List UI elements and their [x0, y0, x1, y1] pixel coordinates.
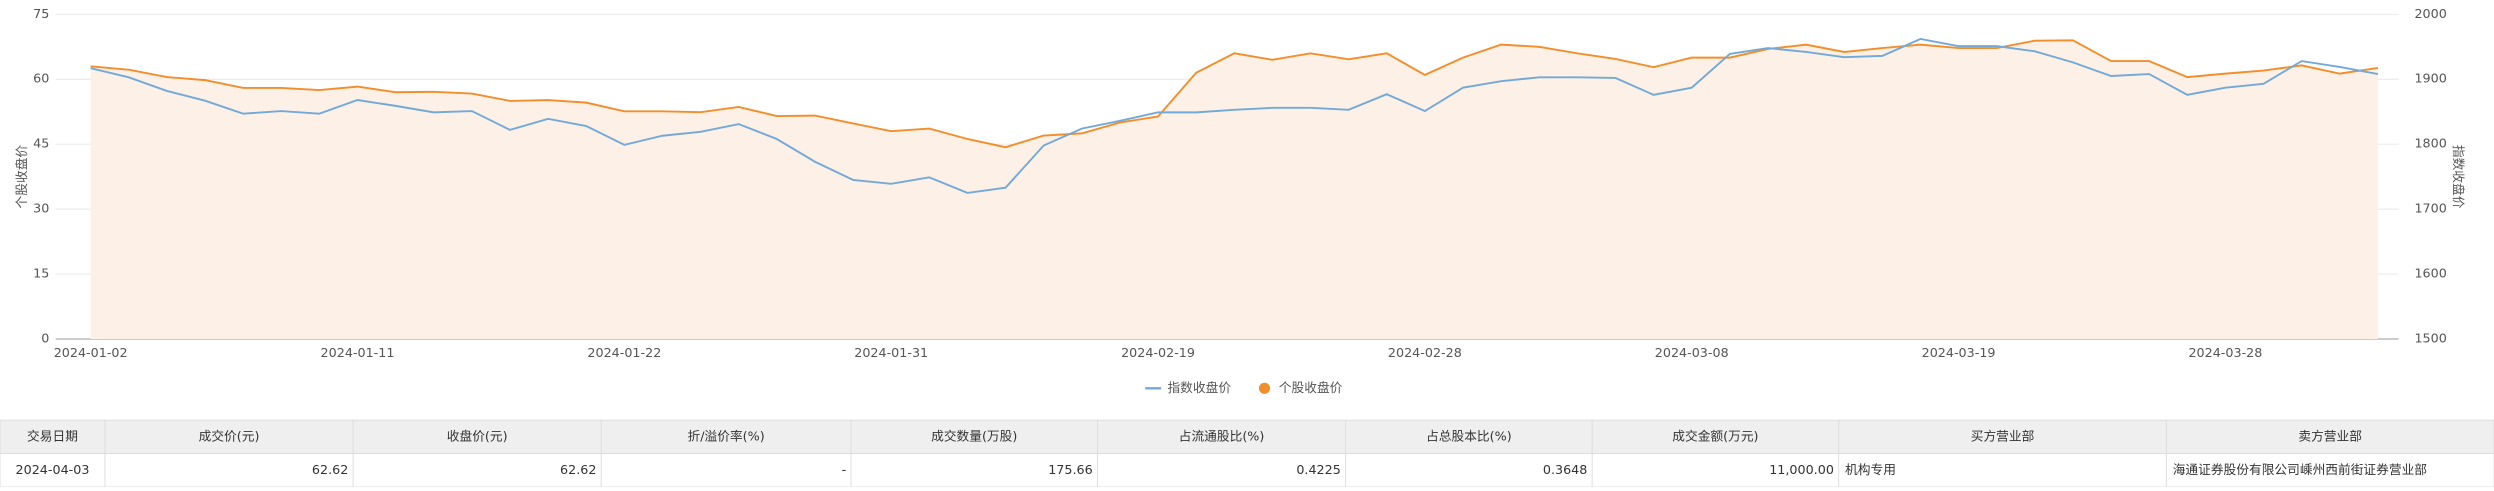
- table-cell: 机构专用: [1845, 462, 1896, 477]
- y-tick-label: 60: [33, 71, 49, 86]
- y-tick-label: 15: [33, 266, 49, 281]
- table-cell: -: [842, 462, 847, 477]
- y-axis-title: 个股收盘价: [14, 145, 29, 209]
- table-cell: 海通证券股份有限公司嵊州西前街证券营业部: [2173, 462, 2428, 477]
- x-tick-label: 2024-01-22: [587, 345, 661, 360]
- table-cell: 62.62: [560, 462, 596, 477]
- table-header-cell: 成交数量(万股): [931, 428, 1017, 443]
- x-tick-label: 2024-02-28: [1388, 345, 1462, 360]
- table-cell: 0.4225: [1296, 462, 1341, 477]
- y-tick-label: 30: [33, 201, 49, 216]
- y-tick-label: 45: [33, 136, 49, 151]
- y-tick-label: 75: [33, 6, 49, 21]
- table-header-cell: 收盘价(元): [447, 428, 508, 443]
- table-cell: 0.3648: [1543, 462, 1588, 477]
- y2-tick-label: 1900: [2414, 71, 2446, 86]
- legend-swatch: [1258, 382, 1271, 394]
- table-header-cell: 成交金额(万元): [1672, 428, 1758, 443]
- table-header-cell: 成交价(元): [199, 428, 260, 443]
- table-cell: 175.66: [1048, 462, 1093, 477]
- line: [90, 39, 2379, 149]
- x-tick-label: 2024-03-19: [1922, 345, 1996, 360]
- y2-axis-title: 指数收盘价: [2451, 145, 2466, 209]
- table-row-bg: [0, 453, 2494, 488]
- y2-tick-label: 1500: [2414, 330, 2446, 345]
- table-header-cell: 占总股本比(%): [1426, 428, 1512, 443]
- table-header-cell: 卖方营业部: [2298, 428, 2362, 443]
- table-header-cell: 折/溢价率(%): [688, 428, 765, 443]
- y2-tick-label: 1800: [2414, 136, 2446, 151]
- table-header-cell: 交易日期: [27, 428, 78, 443]
- x-tick-label: 2024-03-28: [2188, 345, 2262, 360]
- table-header-cell: 买方营业部: [1971, 428, 2035, 443]
- legend-label: 指数收盘价: [1167, 380, 1231, 395]
- y-tick-label: 0: [41, 330, 49, 345]
- x-tick-label: 2024-03-08: [1655, 345, 1729, 360]
- y2-tick-label: 1600: [2414, 266, 2446, 281]
- table-header-cell: 占流通股比(%): [1179, 428, 1265, 443]
- line: [90, 38, 2379, 194]
- x-tick-label: 2024-01-02: [54, 345, 128, 360]
- table-cell: 62.62: [312, 462, 348, 477]
- table-cell: 2024-04-03: [16, 462, 90, 477]
- x-tick-label: 2024-01-31: [854, 345, 928, 360]
- y2-tick-label: 1700: [2414, 201, 2446, 216]
- x-tick-label: 2024-02-19: [1121, 345, 1195, 360]
- table-cell: 11,000.00: [1769, 462, 1834, 477]
- legend-label: 个股收盘价: [1279, 380, 1343, 395]
- y2-tick-label: 2000: [2414, 6, 2446, 21]
- x-tick-label: 2024-01-11: [321, 345, 395, 360]
- area: [90, 40, 2378, 339]
